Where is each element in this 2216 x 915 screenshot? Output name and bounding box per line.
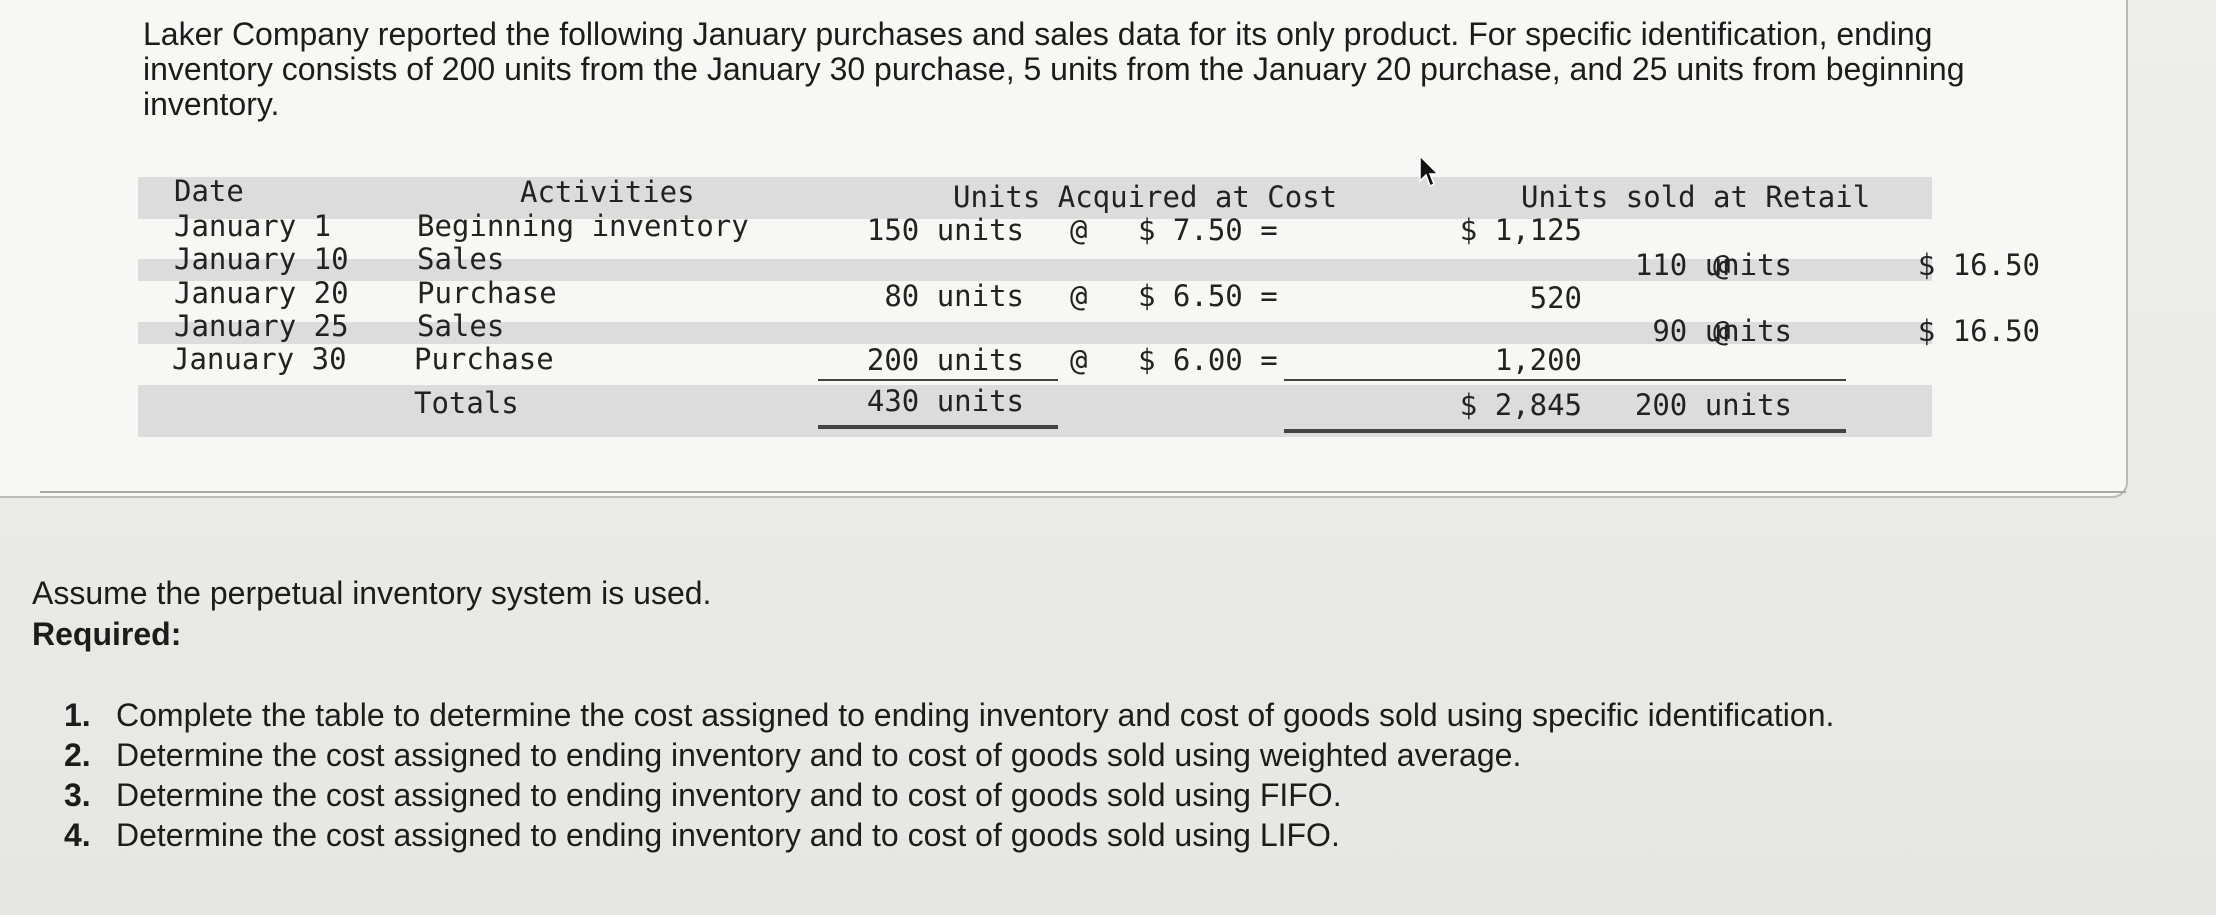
requirement-text: Determine the cost assigned to ending in… — [116, 737, 1522, 773]
requirement-number: 2. — [64, 737, 91, 773]
requirement-text: Determine the cost assigned to ending in… — [116, 817, 1340, 853]
row-date: January 30 — [172, 342, 347, 376]
row-date: January 1 — [174, 209, 332, 243]
row-sold-units: 110 units — [1634, 248, 1792, 282]
row-band-jan10 — [138, 259, 1932, 281]
acq-units-underline — [818, 379, 1058, 381]
mouse-pointer-icon — [1419, 155, 1440, 188]
requirement-number: 1. — [64, 697, 91, 733]
row-band-jan25 — [138, 322, 1932, 344]
row-activity: Beginning inventory — [417, 209, 749, 243]
row-acq-at: @ — [1070, 213, 1088, 247]
requirements-list: 1. Complete the table to determine the co… — [64, 695, 1834, 855]
row-sold-at: @ — [1713, 248, 1731, 282]
assumption-text: Assume the perpetual inventory system is… — [32, 575, 712, 611]
requirement-item: 4. Determine the cost assigned to ending … — [64, 815, 1834, 855]
requirement-number: 3. — [64, 777, 91, 813]
requirement-text: Complete the table to determine the cost… — [116, 697, 1835, 733]
header-units-acquired: Units Acquired at Cost — [953, 180, 1338, 214]
row-date: January 10 — [174, 242, 349, 276]
row-acq-units: 150 units — [866, 213, 1024, 247]
row-acq-cost: $ 6.50 = — [1138, 279, 1278, 313]
required-heading: Required: — [32, 616, 182, 652]
card-bottom-divider — [40, 491, 2126, 493]
row-sold-price: $ 16.50 — [1917, 314, 2040, 348]
row-date: January 20 — [174, 276, 349, 310]
row-acq-at: @ — [1070, 343, 1088, 377]
row-acq-cost: $ 6.00 = — [1138, 343, 1278, 377]
totals-acq-units: 430 units — [866, 384, 1024, 418]
row-activity: Purchase — [414, 342, 554, 376]
row-sold-price: $ 16.50 — [1917, 248, 2040, 282]
row-acq-at: @ — [1070, 279, 1088, 313]
acq-total-double-underline — [1284, 429, 1712, 433]
requirement-text: Determine the cost assigned to ending in… — [116, 777, 1342, 813]
row-acq-cost: $ 7.50 = — [1138, 213, 1278, 247]
row-acq-total: $ 1,125 — [1459, 213, 1582, 247]
header-units-sold: Units sold at Retail — [1521, 180, 1871, 214]
purchases-sales-table: Date Activities Units Acquired at Cost U… — [138, 174, 2040, 439]
totals-acq-total: $ 2,845 — [1459, 388, 1582, 422]
row-sold-units: 90 units — [1652, 314, 1792, 348]
header-band — [138, 177, 1932, 219]
requirement-item: 2. Determine the cost assigned to ending … — [64, 735, 1834, 775]
row-acq-total: 1,200 — [1494, 343, 1582, 377]
row-activity: Sales — [417, 242, 505, 276]
acq-units-double-underline — [818, 425, 1058, 429]
requirement-item: 1. Complete the table to determine the co… — [64, 695, 1834, 735]
requirement-item: 3. Determine the cost assigned to ending … — [64, 775, 1834, 815]
row-sold-at: @ — [1713, 314, 1731, 348]
totals-sold-units: 200 units — [1634, 388, 1792, 422]
problem-intro: Laker Company reported the following Jan… — [143, 16, 1965, 122]
row-acq-units: 200 units — [866, 343, 1024, 377]
cost-sold-underline — [1284, 379, 1846, 381]
header-date: Date — [174, 174, 244, 208]
row-acq-units: 80 units — [884, 279, 1024, 313]
header-activities: Activities — [520, 175, 695, 209]
sold-units-double-underline — [1706, 429, 1846, 433]
row-activity: Purchase — [417, 276, 557, 310]
row-acq-total: 520 — [1529, 281, 1582, 315]
row-date: January 25 — [174, 309, 349, 343]
row-activity: Sales — [417, 309, 505, 343]
requirement-number: 4. — [64, 817, 91, 853]
totals-label: Totals — [414, 386, 519, 420]
